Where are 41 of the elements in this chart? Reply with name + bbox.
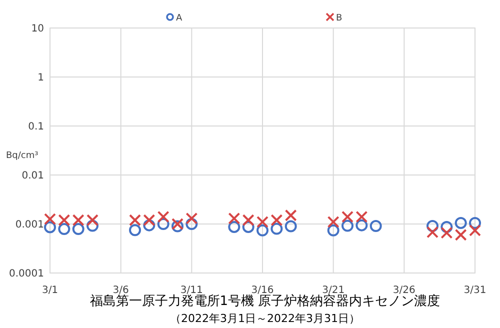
point — [370, 220, 382, 232]
point — [58, 223, 70, 236]
legend-item: B — [326, 12, 342, 24]
y-tick-label: 0.1 — [28, 122, 44, 132]
point — [454, 216, 467, 229]
point — [44, 221, 56, 234]
point — [186, 218, 198, 230]
y-tick-label: 0.01 — [22, 170, 44, 182]
legend-label: B — [336, 14, 342, 24]
y-tick-label: 0.0001 — [9, 268, 44, 280]
point — [284, 220, 297, 232]
point — [256, 224, 268, 236]
x-tick-label: 3/16 — [251, 285, 274, 296]
text: （2022年3月1日～2022年3月31日） — [170, 312, 360, 325]
point — [342, 220, 354, 232]
x-tick-label: 3/26 — [392, 285, 416, 296]
point — [242, 220, 254, 233]
point — [143, 219, 156, 232]
y-tick-label: 0.001 — [15, 220, 44, 230]
point — [86, 220, 98, 232]
point — [228, 220, 240, 233]
x-tick-label: 3/11 — [180, 285, 203, 296]
point — [440, 220, 453, 233]
x-tick-label: 3/31 — [464, 285, 486, 296]
point — [172, 220, 184, 232]
point — [356, 219, 368, 232]
point — [426, 220, 438, 232]
legend-item: A — [166, 13, 182, 24]
legend-label: A — [176, 14, 183, 24]
y-tick-label: 10 — [31, 24, 44, 34]
point — [72, 223, 84, 236]
point — [270, 222, 283, 235]
text: 福島第一原子力発電所1号機 原子炉格納容器内キセノン濃度 — [90, 293, 440, 309]
point — [327, 224, 340, 236]
point — [157, 218, 170, 230]
x-tick-label: 3/6 — [112, 285, 129, 296]
y-tick-label: 1 — [38, 72, 44, 84]
x-tick-label: 3/1 — [42, 285, 58, 296]
y-axis-title: Bq/cm³ — [6, 151, 39, 161]
point — [469, 216, 481, 229]
point — [129, 224, 141, 236]
